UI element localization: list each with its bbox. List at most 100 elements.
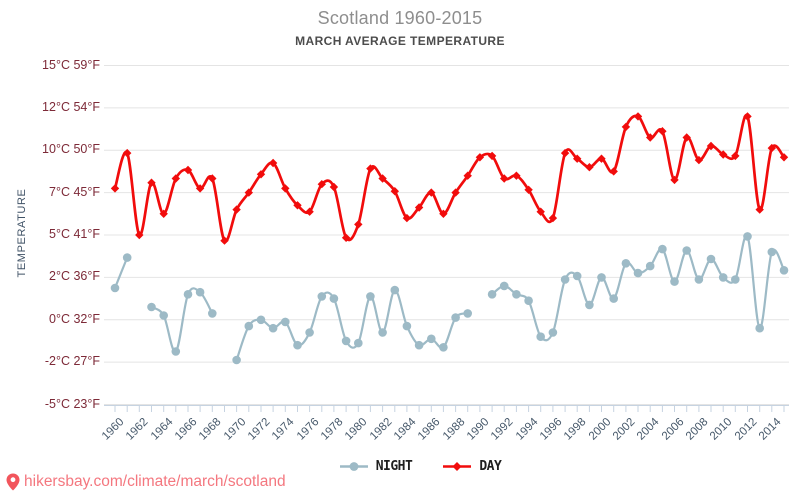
night-point (414, 340, 424, 350)
night-point (499, 281, 509, 291)
day-point (305, 207, 314, 216)
night-point (572, 271, 582, 281)
night-point (329, 294, 339, 303)
night-point (305, 328, 314, 337)
night-point (597, 273, 606, 282)
day-point (512, 171, 521, 180)
day-point (147, 178, 156, 187)
night-point (767, 247, 777, 257)
night-point (378, 328, 387, 337)
night-point (487, 290, 497, 299)
day-point (354, 220, 363, 229)
day-point (524, 185, 533, 194)
night-point (463, 309, 473, 318)
night-point (706, 254, 716, 264)
y-tick-label: -5°C 23°F (44, 396, 100, 411)
day-point (682, 133, 691, 142)
day-point (731, 151, 740, 161)
day-point (779, 153, 789, 162)
night-point (524, 296, 533, 306)
night-point (682, 246, 691, 255)
day-point (341, 233, 351, 242)
night-series-line (491, 234, 785, 342)
day-point (475, 153, 485, 162)
day-point (500, 174, 509, 183)
night-point (512, 290, 521, 299)
night-point (743, 232, 752, 241)
day-point (220, 236, 229, 245)
legend-item-night: NIGHT (339, 459, 413, 474)
y-tick-label: 12°C 54°F (42, 99, 100, 114)
night-point (366, 292, 375, 301)
night-point (232, 355, 241, 365)
day-point (573, 154, 582, 163)
day-point (548, 213, 558, 223)
day-point (755, 205, 764, 214)
y-tick-label: 5°C 41°F (49, 227, 100, 241)
day-point (767, 143, 776, 153)
day-point (536, 207, 545, 216)
night-point (718, 273, 728, 282)
y-tick-label: 10°C 50°F (42, 142, 100, 157)
night-point (779, 266, 789, 275)
night-point (645, 261, 655, 271)
day-point (609, 167, 618, 176)
night-point (585, 300, 594, 310)
day-point (378, 174, 387, 183)
night-point (731, 275, 740, 284)
night-point (439, 343, 448, 352)
day-point (402, 213, 412, 223)
legend-day-label: DAY (479, 459, 502, 474)
night-point (536, 332, 545, 342)
day-point (719, 150, 728, 159)
day-point (195, 184, 205, 193)
night-point (122, 253, 132, 262)
night-point (427, 334, 436, 344)
night-point (341, 336, 351, 346)
night-point (670, 277, 679, 286)
night-series-line (113, 257, 129, 289)
day-point (451, 188, 460, 197)
night-point (208, 309, 217, 318)
day-point (560, 148, 570, 158)
night-series-marker-icon (339, 462, 368, 471)
chart-title: Scotland 1960-2015 (317, 8, 483, 28)
day-point (183, 165, 193, 175)
y-tick-label: 7°C 45°F (49, 184, 100, 199)
night-point (317, 292, 327, 301)
night-point (658, 244, 667, 254)
day-point (244, 188, 253, 197)
day-point (670, 175, 679, 185)
day-point (268, 158, 278, 168)
night-point (256, 315, 266, 325)
night-point (633, 268, 643, 278)
day-point (633, 112, 643, 121)
day-point (317, 180, 326, 189)
night-point (159, 311, 168, 320)
legend-night-label: NIGHT (375, 459, 413, 474)
day-point (390, 187, 399, 196)
day-point (171, 174, 180, 183)
night-point (354, 338, 363, 348)
night-point (147, 302, 156, 312)
day-point (706, 141, 716, 151)
footer-url-link[interactable]: hikersbay.com/climate/march/scotland (24, 473, 286, 490)
day-point (159, 209, 168, 218)
chart-subtitle: MARCH AVERAGE TEMPERATURE (295, 34, 505, 48)
day-point (646, 133, 655, 142)
day-point (256, 170, 266, 179)
y-tick-label: 0°C 32°F (49, 311, 100, 326)
night-point (390, 285, 400, 295)
day-point (427, 188, 436, 197)
night-point (694, 275, 704, 284)
legend-item-day: DAY (442, 459, 502, 474)
y-tick-label: 15°C 59°F (42, 57, 100, 72)
day-point (487, 151, 497, 161)
night-point (195, 287, 205, 297)
night-point (402, 321, 412, 331)
night-point (755, 323, 764, 333)
night-point (548, 328, 558, 337)
night-point (621, 259, 631, 268)
